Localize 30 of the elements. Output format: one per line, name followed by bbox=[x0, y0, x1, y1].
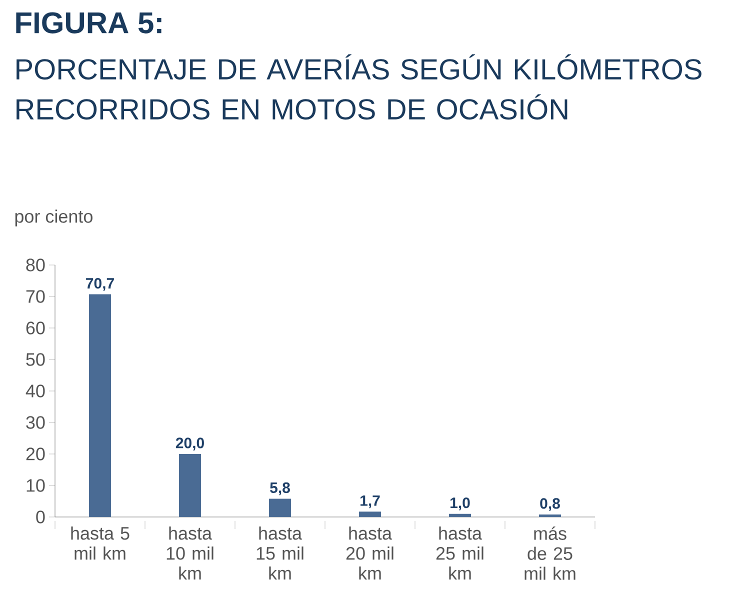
x-tick-label: hasta 25 mil km bbox=[436, 526, 484, 580]
y-tick-label: 70 bbox=[26, 290, 45, 303]
data-label: 70,7 bbox=[86, 278, 114, 291]
x-tick-label: hasta 20 mil km bbox=[346, 526, 394, 580]
y-tick-label: 80 bbox=[26, 258, 45, 272]
x-tick-label: más de 25 mil km bbox=[524, 526, 576, 580]
y-axis-title: por ciento bbox=[15, 210, 92, 226]
x-tick-label: hasta 15 mil km bbox=[256, 526, 304, 580]
bar bbox=[448, 514, 471, 517]
data-label: 20,0 bbox=[176, 438, 204, 450]
y-tick-label: 20 bbox=[26, 448, 45, 460]
y-tick-label: 40 bbox=[26, 384, 45, 398]
bar bbox=[269, 498, 291, 517]
bar bbox=[359, 512, 381, 517]
x-tick-label: hasta 10 mil km bbox=[166, 526, 214, 580]
data-label: 0,8 bbox=[540, 498, 560, 511]
chart-title: FIGURA 5: bbox=[16, 12, 162, 34]
y-tick-label: 10 bbox=[26, 479, 45, 492]
y-tick-label: 0 bbox=[36, 510, 45, 524]
bar bbox=[538, 514, 561, 517]
bar bbox=[89, 294, 112, 517]
y-tick-label: 50 bbox=[26, 353, 45, 366]
y-tick-label: 30 bbox=[26, 416, 45, 429]
data-label: 1,0 bbox=[450, 498, 470, 510]
y-tick-label: 60 bbox=[26, 322, 45, 334]
bar bbox=[179, 454, 202, 517]
data-label: 1,7 bbox=[360, 495, 380, 508]
x-tick-label: hasta 5 mil km bbox=[71, 526, 130, 560]
data-label: 5,8 bbox=[270, 482, 290, 496]
chart-subtitle: PORCENTAJE DE AVERÍAS SEGÚN KILÓMETROS RECORRIDOS EN MOTOS DE OCASIÓN bbox=[16, 54, 702, 120]
